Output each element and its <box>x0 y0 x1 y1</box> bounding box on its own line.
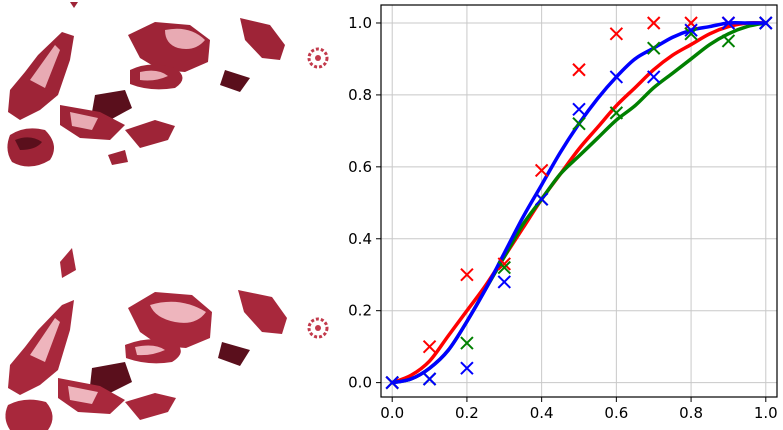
point-stroke <box>721 16 736 30</box>
point-stroke <box>572 102 586 117</box>
point-stroke <box>422 372 437 386</box>
series-1-point <box>721 34 736 48</box>
point-stroke <box>422 339 437 354</box>
series-0-point <box>609 27 624 41</box>
series-0-point <box>422 339 437 354</box>
motorcycle-render-bottom <box>5 248 329 430</box>
series-2-point <box>721 16 736 30</box>
series-0-point <box>572 63 586 77</box>
point-stroke <box>759 16 773 30</box>
x-tick-label: 0.2 <box>455 404 479 422</box>
point-stroke <box>460 268 474 282</box>
series-2-point <box>422 372 437 386</box>
point-stroke <box>647 41 661 55</box>
series-0-line <box>390 20 768 385</box>
point-stroke <box>609 106 624 120</box>
point-stroke <box>534 192 549 206</box>
series-markers <box>385 16 773 390</box>
point-stroke <box>497 257 511 271</box>
axis-ticks <box>376 22 767 402</box>
point-stroke <box>460 336 474 350</box>
motorcycle-render-top <box>7 2 329 167</box>
point-stroke <box>684 27 698 41</box>
series-2-point <box>684 23 698 37</box>
motorcycle-render-icon <box>7 2 329 167</box>
point-stroke <box>534 163 549 178</box>
series-2-point <box>460 361 474 375</box>
point-stroke <box>684 23 698 37</box>
point-stroke <box>721 34 736 48</box>
y-tick-label: 0.8 <box>348 86 372 104</box>
series-1-point <box>497 260 511 275</box>
series-curves <box>390 20 768 385</box>
y-tick-labels: 0.0 0.2 0.4 0.6 0.8 1.0 <box>348 14 372 392</box>
point-stroke <box>572 63 586 77</box>
point-stroke <box>609 70 624 84</box>
series-0-point <box>534 163 549 178</box>
series-0-point <box>647 16 661 30</box>
series-1-point <box>460 336 474 350</box>
plot-frame <box>380 4 778 398</box>
x-tick-label: 0.0 <box>380 404 404 422</box>
series-2-point <box>572 102 586 117</box>
point-stroke <box>497 260 511 275</box>
chart: 0.0 0.2 0.4 0.6 0.8 1.0 0.0 0.2 0.4 0.6 0.8 1.0 <box>348 4 778 422</box>
series-2-point <box>609 70 624 84</box>
point-stroke <box>572 116 586 131</box>
x-tick-label: 0.6 <box>604 404 628 422</box>
series-1-point <box>572 116 586 131</box>
x-tick-label: 0.4 <box>530 404 554 422</box>
series-2-point <box>534 192 549 206</box>
series-2-point <box>497 275 511 289</box>
y-tick-label: 0.6 <box>348 158 372 176</box>
y-tick-label: 0.2 <box>348 302 372 320</box>
y-tick-label: 0.4 <box>348 230 372 248</box>
series-1-point <box>684 27 698 41</box>
point-stroke <box>385 375 399 390</box>
series-1-point <box>647 41 661 55</box>
x-tick-label: 1.0 <box>754 404 778 422</box>
point-stroke <box>609 27 624 41</box>
y-tick-label: 0.0 <box>348 374 372 392</box>
series-1-line <box>390 21 768 385</box>
grid <box>381 5 777 397</box>
y-tick-label: 1.0 <box>348 14 372 32</box>
point-stroke <box>647 70 661 84</box>
x-tick-label: 0.8 <box>679 404 703 422</box>
motorcycle-render-icon <box>5 248 329 430</box>
series-2-point <box>647 70 661 84</box>
series-0-point <box>497 257 511 271</box>
point-stroke <box>497 275 511 289</box>
series-2-point <box>385 375 399 390</box>
series-0-point <box>460 268 474 282</box>
series-2-point <box>759 16 773 30</box>
series-2-line <box>390 20 768 385</box>
point-stroke <box>460 361 474 375</box>
series-1-point <box>609 106 624 120</box>
point-stroke <box>647 16 661 30</box>
x-tick-labels: 0.0 0.2 0.4 0.6 0.8 1.0 <box>380 404 777 422</box>
